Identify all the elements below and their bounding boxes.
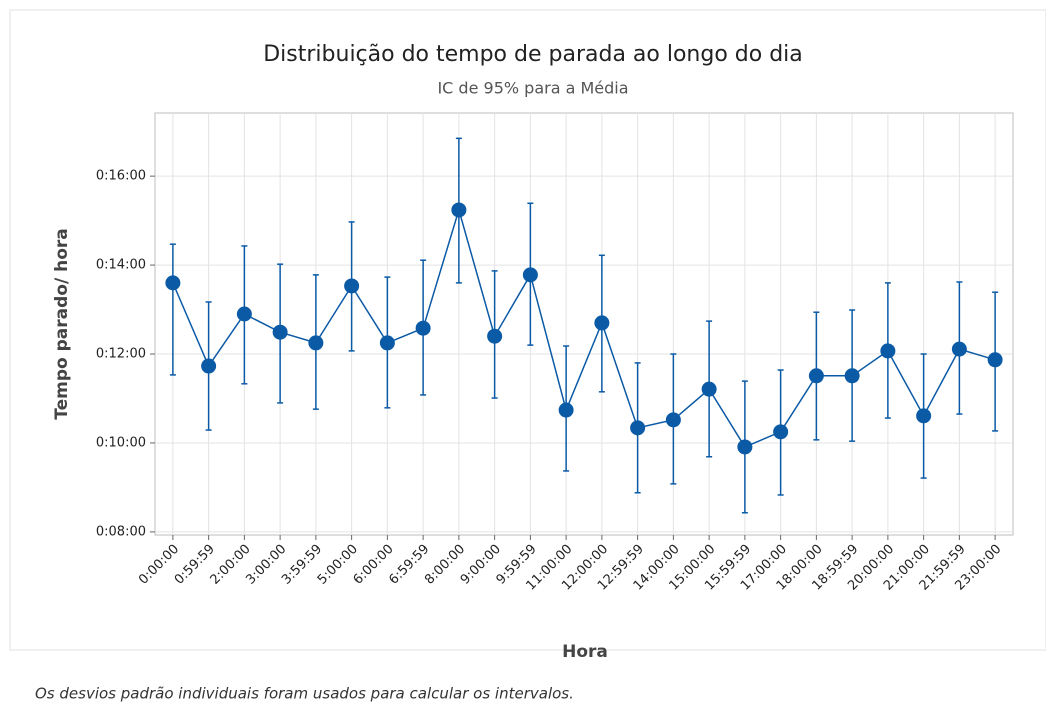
mean-marker xyxy=(451,202,467,218)
mean-marker xyxy=(808,368,824,384)
mean-marker xyxy=(236,306,252,322)
chart-subtitle: IC de 95% para a Média xyxy=(437,79,628,98)
mean-marker xyxy=(487,328,503,344)
mean-marker xyxy=(165,275,181,291)
mean-marker xyxy=(201,358,217,374)
y-tick-label: 0:12:00 xyxy=(96,347,146,362)
chart-title: Distribuição do tempo de parada ao longo… xyxy=(263,42,803,67)
mean-marker xyxy=(379,335,395,351)
mean-marker xyxy=(844,368,860,384)
mean-marker xyxy=(773,424,789,440)
y-axis-label: Tempo parado/ hora xyxy=(52,228,72,419)
plot-area xyxy=(154,112,1014,536)
mean-marker xyxy=(594,315,610,331)
mean-marker xyxy=(951,341,967,357)
mean-marker xyxy=(344,278,360,294)
y-tick-label: 0:16:00 xyxy=(96,169,146,184)
mean-marker xyxy=(987,352,1003,368)
mean-marker xyxy=(665,412,681,428)
mean-marker xyxy=(522,267,538,283)
chart-frame xyxy=(9,9,1046,651)
mean-marker xyxy=(415,320,431,336)
mean-marker xyxy=(630,420,646,436)
mean-marker xyxy=(737,439,753,455)
mean-marker xyxy=(308,335,324,351)
mean-marker xyxy=(701,381,717,397)
y-tick-label: 0:08:00 xyxy=(96,524,146,539)
x-axis-label: Hora xyxy=(562,642,608,662)
mean-marker xyxy=(558,402,574,418)
mean-marker xyxy=(880,343,896,359)
mean-marker xyxy=(272,324,288,340)
y-tick-label: 0:10:00 xyxy=(96,435,146,450)
y-tick-label: 0:14:00 xyxy=(96,258,146,273)
mean-marker xyxy=(916,408,932,424)
footnote: Os desvios padrão individuais foram usad… xyxy=(35,685,574,703)
